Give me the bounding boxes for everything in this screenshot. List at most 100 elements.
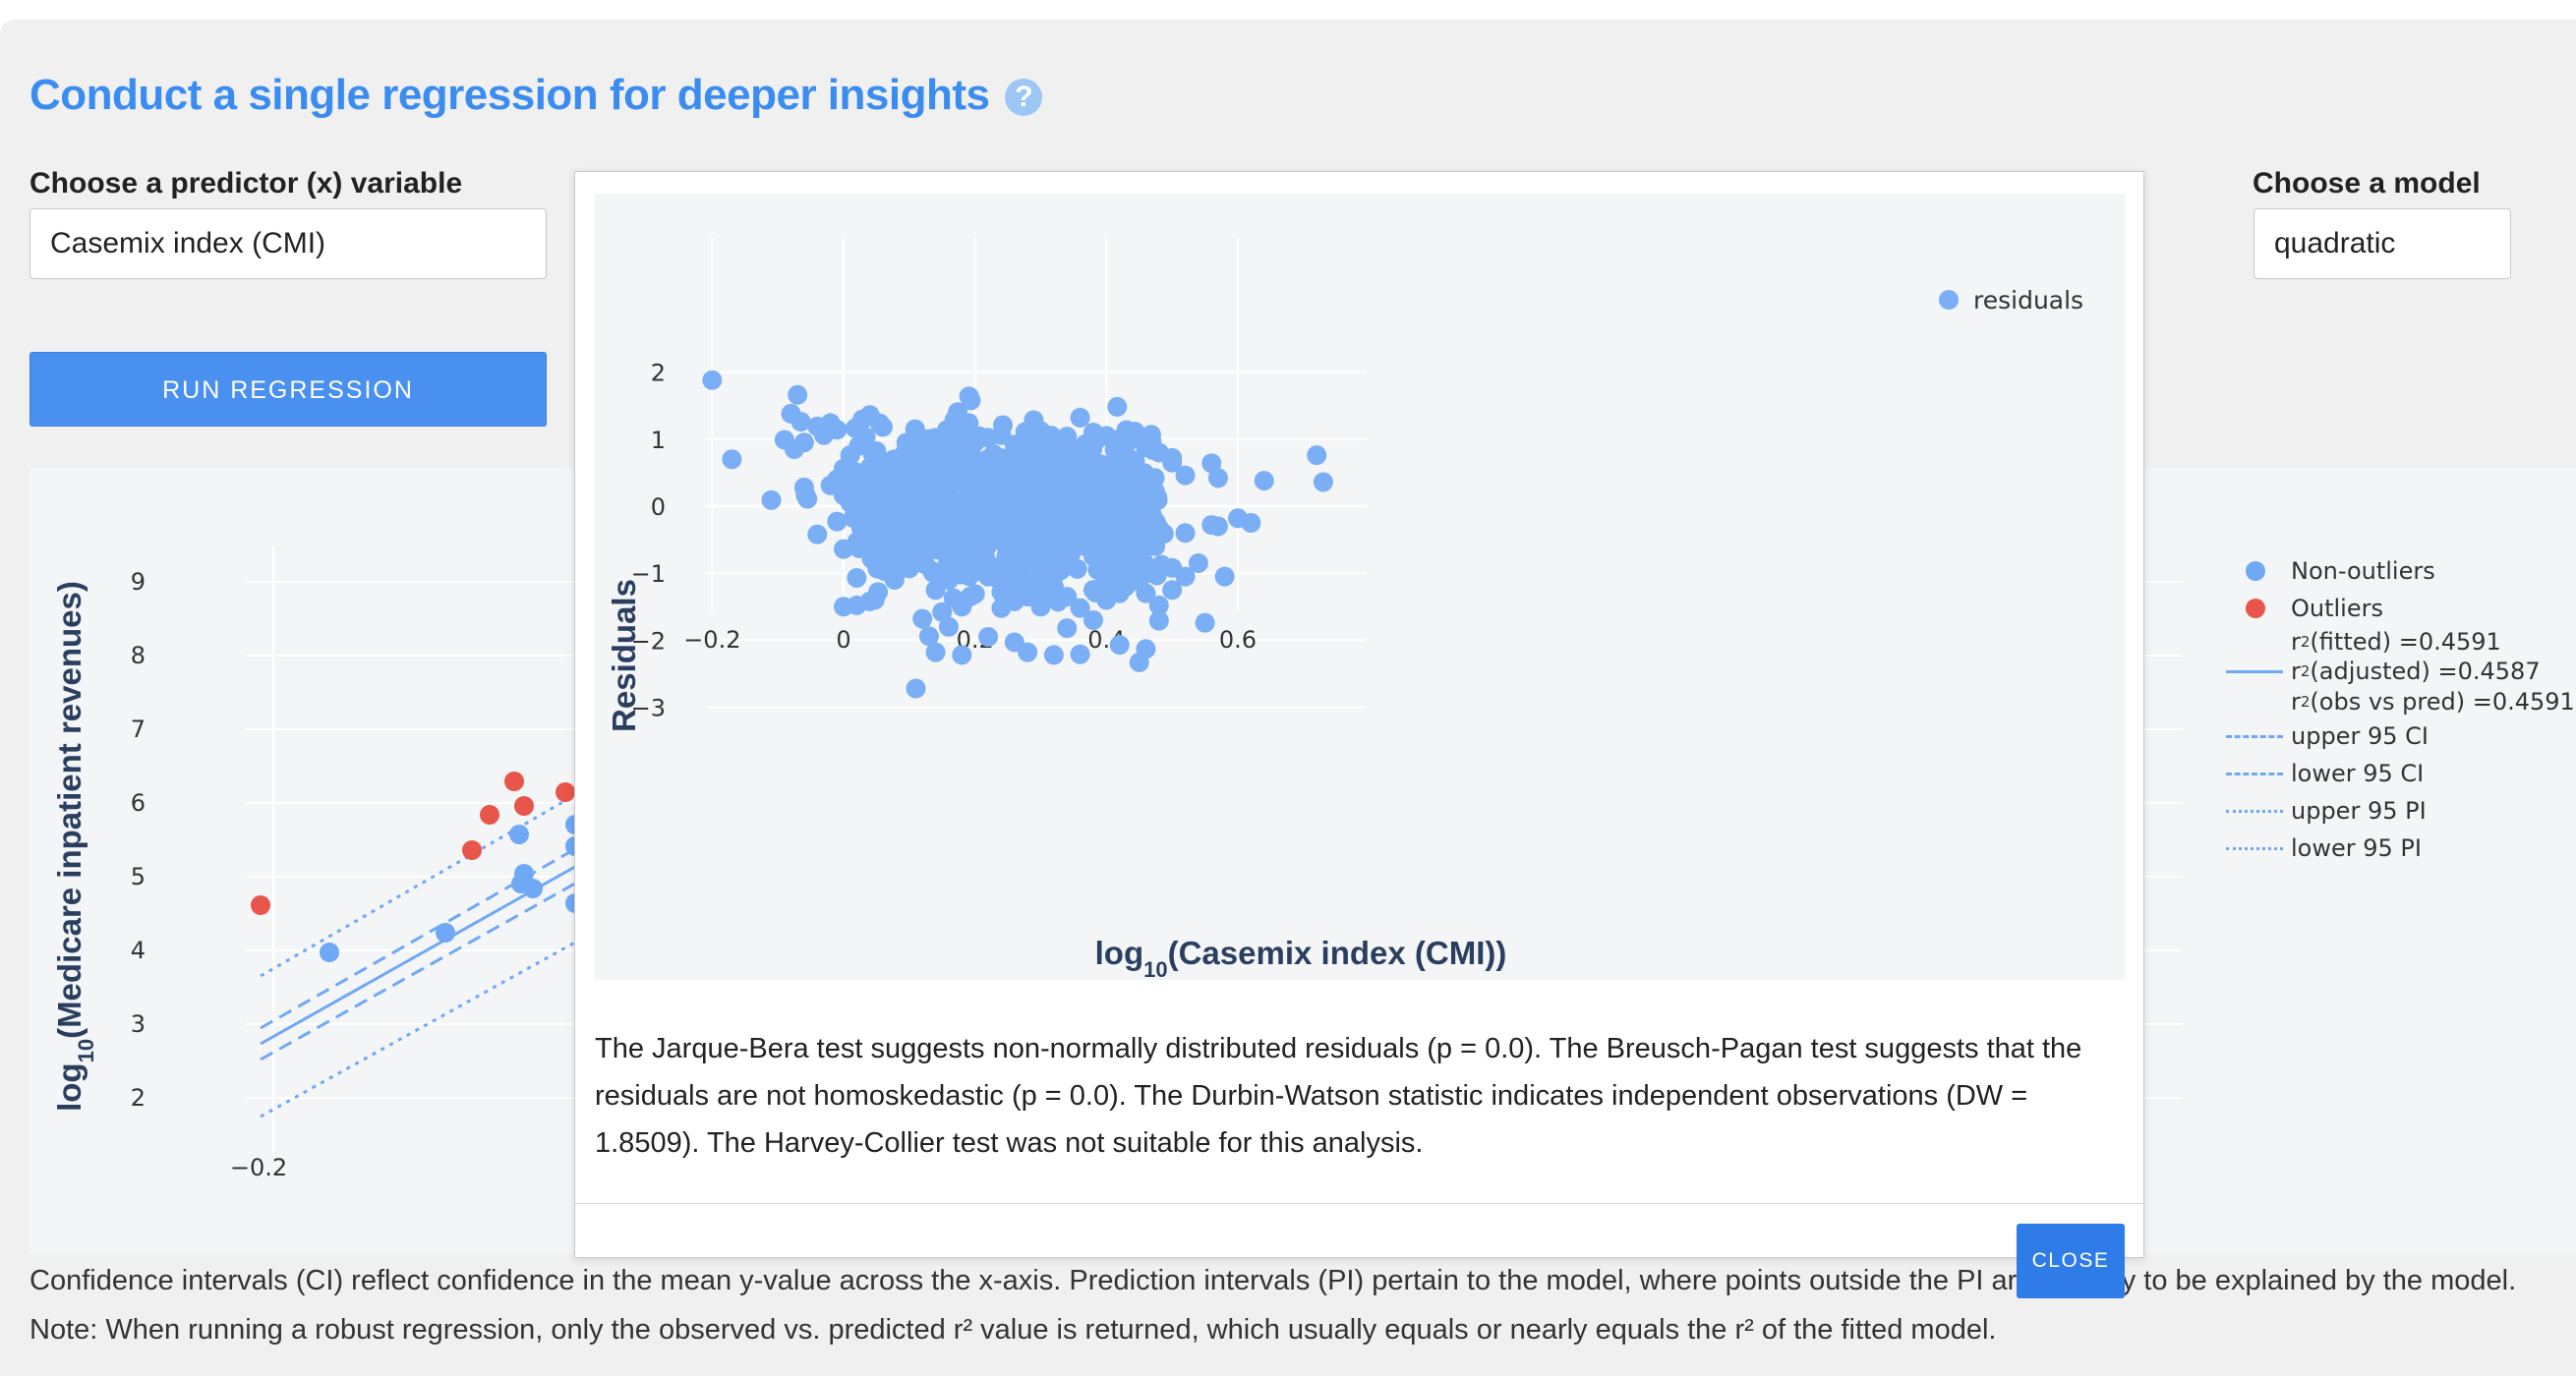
residual-point (722, 449, 742, 470)
residual-point (873, 513, 894, 534)
lower-ci-line (260, 879, 581, 1061)
outlier-point (480, 805, 499, 825)
residual-point (1004, 528, 1025, 548)
lower-pi-line (260, 938, 581, 1118)
residual-point (1116, 459, 1137, 480)
residual-point (827, 511, 848, 532)
residuals-x-axis-title: log10(Casemix index (CMI)) (1095, 935, 1507, 980)
residual-point (855, 427, 876, 447)
legend-non-outliers[interactable]: Non-outliers (2224, 552, 2575, 590)
non-outlier-point (436, 923, 455, 943)
residual-point (1123, 475, 1143, 495)
help-icon[interactable]: ? (1005, 79, 1043, 117)
residual-point (1096, 533, 1117, 553)
residual-point (1307, 445, 1327, 466)
residual-point (912, 552, 933, 573)
residual-point (899, 517, 919, 538)
residual-point (991, 490, 1012, 511)
residual-point (1123, 425, 1143, 445)
residual-point (1018, 513, 1038, 534)
residual-point (1207, 468, 1228, 488)
residual-point (1175, 566, 1196, 587)
non-outlier-point (523, 879, 543, 898)
outlier-point (556, 782, 575, 802)
residuals-y-tick: −1 (631, 560, 666, 588)
residual-point (840, 445, 860, 466)
residual-point (1136, 487, 1156, 508)
residuals-legend-label[interactable]: residuals (1973, 286, 2083, 315)
residual-point (965, 584, 985, 604)
residual-point (1162, 452, 1183, 473)
residual-point (1313, 472, 1333, 492)
residual-point (978, 626, 999, 647)
regression-y-tick: 7 (131, 716, 146, 743)
residual-point (918, 626, 939, 647)
regression-x-tick: −0.2 (230, 1154, 287, 1181)
legend-lower-ci[interactable]: lower 95 CI (2224, 755, 2575, 792)
residual-point (827, 420, 848, 440)
residual-point (847, 567, 867, 588)
residual-point (847, 504, 867, 525)
residual-point (1109, 635, 1130, 656)
residual-point (1133, 550, 1153, 571)
legend-lower-pi[interactable]: lower 95 PI (2224, 830, 2575, 867)
residual-point (1030, 552, 1051, 573)
residual-point (965, 449, 985, 470)
modal-footer-divider (575, 1203, 2145, 1204)
residual-point (1043, 466, 1064, 487)
residual-point (899, 499, 919, 520)
residual-point (1136, 583, 1156, 603)
residual-point (788, 384, 808, 405)
confidence-note: Confidence intervals (CI) reflect confid… (29, 1265, 2517, 1346)
legend-upper-ci[interactable]: upper 95 CI (2224, 717, 2575, 755)
residual-point (797, 488, 818, 509)
model-select[interactable]: quadratic (2254, 208, 2511, 279)
residual-point (1195, 612, 1215, 633)
residuals-x-tick: −0.2 (683, 626, 740, 654)
residual-point (912, 608, 933, 629)
residual-point (702, 370, 723, 390)
residual-point (1201, 453, 1222, 474)
residual-point (918, 523, 939, 544)
residual-point (912, 538, 933, 558)
residual-point (1057, 587, 1078, 607)
residual-point (761, 489, 782, 510)
residuals-x-tick: 0 (836, 626, 850, 654)
residual-point (1123, 571, 1143, 592)
predictor-select[interactable]: Casemix index (CMI) (29, 208, 547, 279)
regression-y-tick: 2 (131, 1084, 146, 1112)
residuals-x-tick: 0.6 (1219, 626, 1257, 654)
residuals-y-axis-title: Residuals (606, 579, 642, 732)
residual-point (938, 616, 959, 637)
close-button[interactable]: CLOSE (2017, 1224, 2125, 1298)
residual-point (1109, 583, 1130, 603)
legend-upper-pi[interactable]: upper 95 PI (2224, 792, 2575, 830)
legend-outliers[interactable]: Outliers (2224, 590, 2575, 627)
residual-point (834, 539, 853, 559)
residuals-y-tick: 2 (651, 360, 666, 387)
residual-point (1067, 558, 1087, 579)
run-regression-button[interactable]: RUN REGRESSION (29, 352, 547, 427)
residual-point (932, 476, 953, 496)
regression-y-tick: 3 (131, 1010, 146, 1038)
residual-point (1188, 552, 1208, 573)
regression-y-tick: 6 (131, 789, 146, 817)
residual-point (881, 565, 902, 586)
outlier-point (251, 895, 270, 915)
residual-point (944, 527, 965, 547)
residual-point (790, 412, 811, 432)
residual-point (952, 509, 972, 530)
residual-point (1241, 513, 1261, 534)
residual-point (1162, 580, 1183, 601)
residual-point (1063, 473, 1083, 493)
residuals-y-tick: 0 (651, 493, 666, 521)
residuals-legend-marker[interactable] (1939, 290, 1959, 310)
outlier-point (504, 772, 524, 791)
residual-point (793, 432, 814, 453)
residual-point (1096, 566, 1117, 587)
residual-point (1091, 454, 1112, 475)
regression-y-tick: 8 (131, 642, 146, 669)
